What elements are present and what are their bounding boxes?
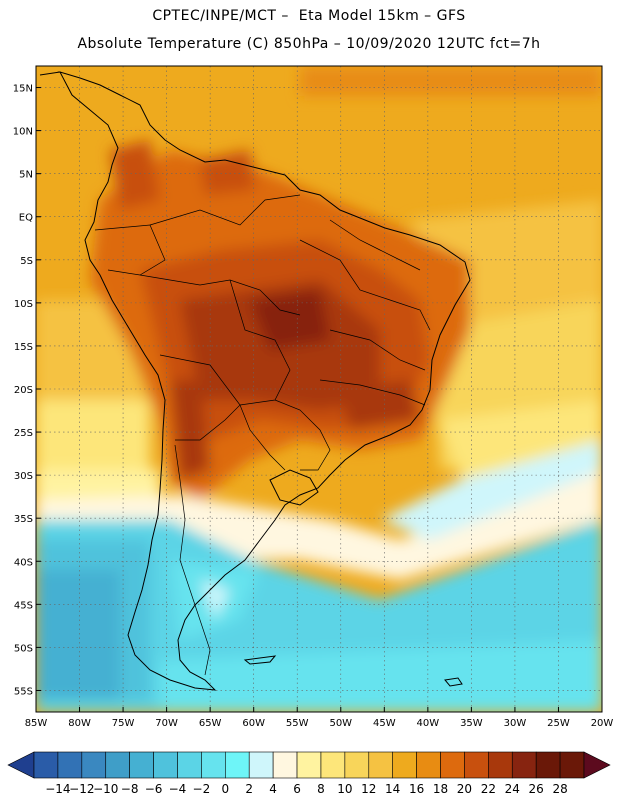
latitude-labels: 15N 10N 5N EQ 5S 10S 15S 20S 25S 30S 35S 40S 45S 50S 5…: [13, 84, 41, 697]
lat-label: 5S: [20, 256, 33, 267]
lon-label: 45W: [373, 718, 396, 729]
colorbar-swatch: [225, 751, 250, 779]
colorbar-swatch: [201, 751, 226, 779]
colorbar-swatch: [464, 751, 489, 779]
colorbar-label: −2: [193, 782, 211, 796]
lat-label: 55S: [14, 686, 33, 697]
lat-label: 30S: [14, 471, 33, 482]
colorbar-swatch: [177, 751, 202, 779]
colorbar-labels: −14−12−10 −8 −6 −4 −2 0 2 4 6 8 10 12 14 16 18 20 22 24 26…: [45, 782, 567, 796]
lat-label: 15S: [14, 342, 33, 353]
colorbar-swatch: [320, 751, 346, 779]
colorbar-label: 4: [269, 782, 277, 796]
colorbar-swatch: [368, 751, 393, 779]
colorbar-label: −6: [145, 782, 163, 796]
lat-label: EQ: [19, 213, 33, 224]
colorbar-label: −10: [93, 782, 118, 796]
colorbar-swatch: [535, 751, 561, 779]
colorbar-min-arrow: [7, 751, 35, 779]
colorbar-label: 16: [409, 782, 424, 796]
colorbar: [7, 751, 611, 779]
lat-label: 20S: [14, 385, 33, 396]
colorbar-swatch: [33, 751, 59, 779]
colorbar-label: 20: [457, 782, 472, 796]
lon-label: 30W: [504, 718, 527, 729]
lon-label: 80W: [68, 718, 91, 729]
colorbar-swatch: [296, 751, 322, 779]
colorbar-label: 2: [245, 782, 253, 796]
colorbar-swatch: [105, 751, 130, 779]
colorbar-label: 14: [385, 782, 400, 796]
colorbar-swatch: [153, 751, 178, 779]
lon-label: 40W: [417, 718, 440, 729]
colorbar-label: −14: [45, 782, 70, 796]
map-title: CPTEC/INPE/MCT – Eta Model 15km – GFS: [152, 8, 466, 24]
lon-label: 60W: [242, 718, 265, 729]
colorbar-label: −8: [121, 782, 139, 796]
lat-label: 5N: [19, 170, 33, 181]
colorbar-label: −12: [69, 782, 94, 796]
temperature-field: [36, 66, 602, 712]
lat-label: 45S: [14, 600, 33, 611]
lat-label: 10S: [14, 299, 33, 310]
colorbar-label: −4: [169, 782, 187, 796]
map-subtitle: Absolute Temperature (C) 850hPa – 10/09/…: [77, 36, 541, 52]
lon-label: 55W: [286, 718, 309, 729]
country-borders: [94, 194, 431, 676]
colorbar-label: 18: [433, 782, 448, 796]
longitude-labels: 85W 80W 75W 70W 65W 60W 55W 50W 45W 40W 35W 30W 25W 2…: [25, 707, 614, 729]
colorbar-swatch: [57, 751, 83, 779]
colorbar-swatch: [129, 751, 154, 779]
lat-label: 35S: [14, 514, 33, 525]
colorbar-swatch: [272, 751, 298, 779]
lon-label: 65W: [199, 718, 222, 729]
colorbar-label: 28: [552, 782, 567, 796]
lat-label: 25S: [14, 428, 33, 439]
lat-label: 40S: [14, 557, 33, 568]
colorbar-swatch: [392, 751, 417, 779]
colorbar-label: 0: [221, 782, 229, 796]
lon-label: 85W: [25, 718, 48, 729]
colorbar-swatch: [344, 751, 370, 779]
colorbar-swatch: [559, 751, 585, 779]
lon-label: 35W: [460, 718, 483, 729]
colorbar-label: 6: [293, 782, 301, 796]
colorbar-swatch: [248, 751, 274, 779]
lon-label: 50W: [329, 718, 352, 729]
lon-label: 70W: [155, 718, 178, 729]
lat-label: 50S: [14, 643, 33, 654]
colorbar-swatch: [488, 751, 513, 779]
colorbar-label: 24: [505, 782, 520, 796]
colorbar-swatch: [440, 751, 465, 779]
colorbar-label: 22: [481, 782, 496, 796]
colorbar-label: 8: [317, 782, 325, 796]
lon-label: 25W: [547, 718, 570, 729]
lon-label: 75W: [112, 718, 135, 729]
colorbar-label: 26: [529, 782, 544, 796]
coastline: [39, 71, 471, 691]
lat-label: 10N: [13, 127, 33, 138]
colorbar-label: 10: [337, 782, 352, 796]
lon-label: 20W: [591, 718, 614, 729]
colorbar-max-arrow: [583, 751, 611, 779]
colorbar-label: 12: [361, 782, 376, 796]
colorbar-swatch: [416, 751, 441, 779]
colorbar-swatch: [511, 751, 537, 779]
colorbar-swatch: [81, 751, 107, 779]
lat-label: 15N: [13, 84, 33, 95]
